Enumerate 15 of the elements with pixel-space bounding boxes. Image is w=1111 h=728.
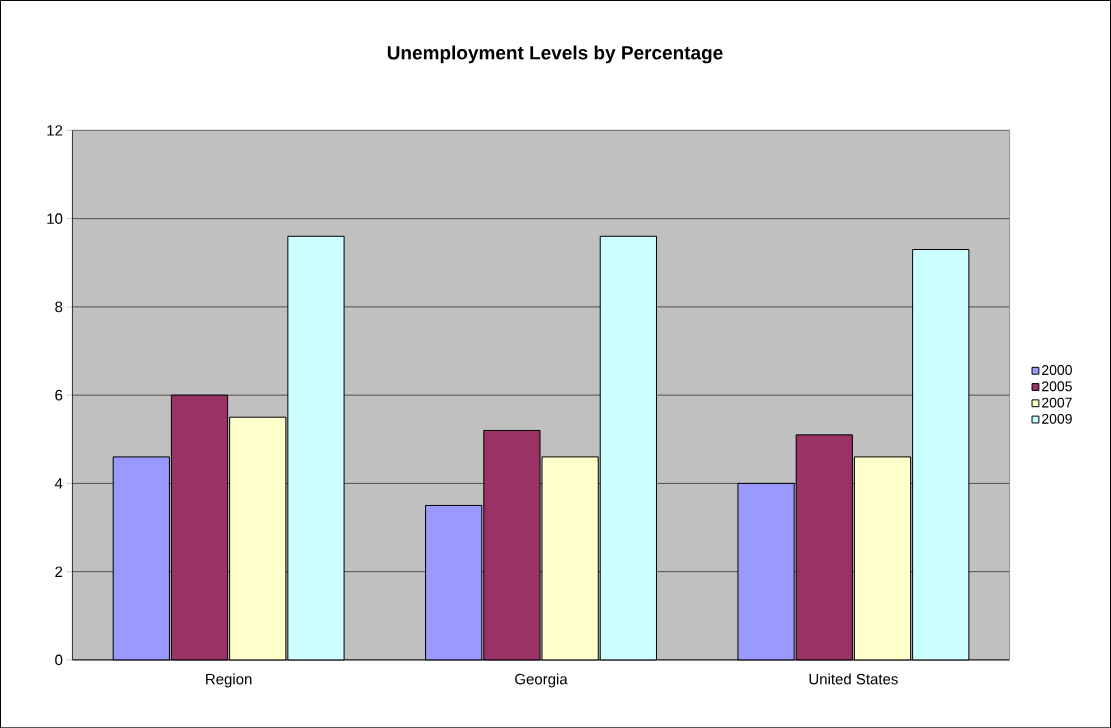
legend-label: 2009 bbox=[1042, 413, 1072, 424]
y-tick-label: 12 bbox=[47, 124, 63, 136]
x-tick-label: Georgia bbox=[515, 673, 568, 688]
chart-title: Unemployment Levels by Percentage bbox=[387, 45, 723, 64]
y-tick-label: 0 bbox=[55, 654, 63, 666]
x-tick-label: United States bbox=[809, 673, 898, 685]
x-tick-label: Region bbox=[206, 673, 252, 688]
y-tick-label: 10 bbox=[47, 213, 63, 224]
legend-label: 2000 bbox=[1042, 364, 1072, 375]
legend-label: 2007 bbox=[1042, 397, 1072, 408]
y-tick-label: 8 bbox=[55, 301, 63, 313]
legend-label: 2005 bbox=[1042, 381, 1072, 392]
y-tick-label: 6 bbox=[55, 389, 63, 401]
y-tick-label: 4 bbox=[54, 478, 63, 489]
y-tick-label: 2 bbox=[55, 566, 63, 577]
